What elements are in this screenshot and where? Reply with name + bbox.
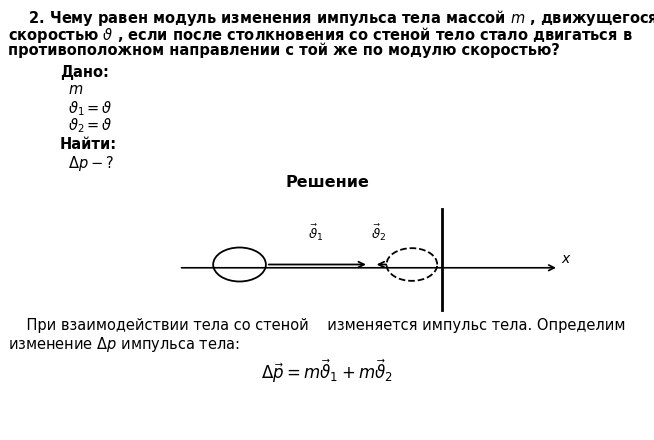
Text: $\vec{\vartheta}_1$: $\vec{\vartheta}_1$: [308, 223, 323, 243]
Text: $x$: $x$: [561, 252, 572, 266]
Text: $m$: $m$: [68, 82, 83, 97]
Text: Решение: Решение: [285, 175, 369, 190]
Text: противоположном направлении с той же по модулю скоростью?: противоположном направлении с той же по …: [8, 42, 560, 58]
Text: $\vartheta_2 = \vartheta$: $\vartheta_2 = \vartheta$: [68, 116, 112, 135]
Text: $\vartheta_1 = \vartheta$: $\vartheta_1 = \vartheta$: [68, 99, 112, 117]
Text: $\Delta\vec{p} = m\vec{\vartheta}_1 + m\vec{\vartheta}_2$: $\Delta\vec{p} = m\vec{\vartheta}_1 + m\…: [261, 358, 393, 385]
Text: Найти:: Найти:: [60, 137, 117, 152]
Text: 2. Чему равен модуль изменения импульса тела массой $m$ , движущегося со: 2. Чему равен модуль изменения импульса …: [8, 8, 654, 28]
Text: При взаимодействии тела со стеной    изменяется импульс тела. Определим: При взаимодействии тела со стеной изменя…: [8, 318, 625, 333]
Text: $\Delta p -?$: $\Delta p -?$: [68, 154, 114, 173]
Text: $\vec{\vartheta}_2$: $\vec{\vartheta}_2$: [371, 223, 387, 243]
Text: Дано:: Дано:: [60, 65, 109, 80]
Text: скоростью $\vartheta$ , если после столкновения со стеной тело стало двигаться в: скоростью $\vartheta$ , если после столк…: [8, 25, 632, 45]
Text: изменение $\Delta p$ импульса тела:: изменение $\Delta p$ импульса тела:: [8, 335, 240, 354]
